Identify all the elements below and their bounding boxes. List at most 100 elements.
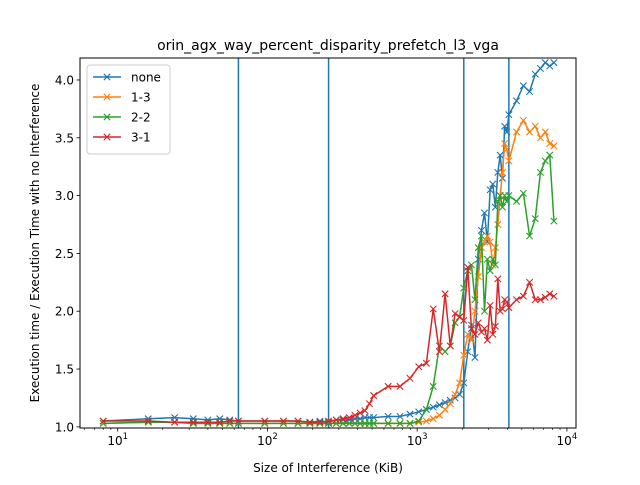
data-point — [546, 290, 554, 298]
data-point — [491, 322, 499, 330]
legend-item: 1-3 — [93, 91, 151, 105]
data-point — [483, 255, 491, 263]
data-point — [446, 400, 454, 408]
data-point — [144, 417, 152, 425]
data-point — [512, 128, 521, 136]
data-point — [474, 319, 482, 327]
legend-label: 1-3 — [131, 91, 151, 105]
data-point — [345, 414, 353, 422]
data-point — [370, 392, 378, 400]
data-point — [365, 400, 374, 408]
y-tick-label: 1.0 — [55, 420, 74, 434]
data-point — [501, 122, 509, 130]
legend-label: none — [131, 71, 161, 85]
data-point — [171, 418, 179, 426]
data-point — [422, 405, 430, 414]
data-point — [429, 403, 437, 411]
data-point — [460, 316, 468, 325]
data-point — [396, 382, 404, 390]
y-axis-label: Execution time / Execution Time with no … — [28, 84, 42, 403]
data-point — [471, 353, 479, 362]
data-point — [279, 417, 288, 425]
legend-item: 2-2 — [93, 111, 151, 125]
data-point — [491, 261, 499, 269]
data-point — [467, 336, 476, 344]
y-tick-label: 3.0 — [55, 189, 74, 203]
data-point — [435, 411, 444, 419]
data-point — [494, 220, 502, 229]
data-point — [546, 139, 554, 148]
data-point — [501, 139, 509, 148]
legend-marker — [103, 113, 111, 121]
legend-marker — [103, 133, 111, 141]
data-point — [429, 382, 437, 390]
data-point — [189, 418, 197, 426]
data-point — [451, 390, 459, 399]
data-point — [370, 419, 378, 427]
legend-label: 2-2 — [131, 111, 151, 125]
legend-item: none — [93, 71, 161, 85]
data-point — [464, 263, 472, 271]
data-point — [550, 142, 558, 150]
data-point — [536, 296, 545, 304]
data-point — [489, 255, 497, 263]
data-point — [406, 374, 414, 382]
data-point — [204, 418, 212, 426]
data-point — [550, 292, 558, 300]
data-point — [483, 336, 491, 344]
data-point — [512, 296, 521, 304]
data-point — [531, 296, 539, 304]
data-point — [261, 417, 269, 425]
data-point — [384, 412, 392, 421]
data-point — [550, 217, 558, 225]
data-point — [525, 278, 534, 286]
legend-box — [86, 64, 171, 155]
y-tick-label: 2.0 — [55, 305, 74, 319]
data-point — [324, 417, 333, 425]
data-point — [356, 409, 364, 417]
data-point — [316, 418, 324, 426]
y-tick-label: 2.5 — [55, 247, 74, 261]
legend-label: 3-1 — [131, 131, 151, 145]
x-axis-label: Size of Interference (KiB) — [253, 461, 403, 475]
legend-item: 3-1 — [93, 131, 151, 145]
data-point — [519, 82, 527, 90]
legend-marker — [103, 93, 111, 101]
data-point — [441, 290, 449, 298]
data-point — [464, 330, 472, 338]
data-point — [446, 342, 454, 350]
legend-marker — [103, 73, 111, 81]
data-point — [505, 111, 513, 119]
data-point — [512, 197, 521, 205]
data-point — [489, 330, 497, 338]
data-point — [541, 157, 549, 165]
data-point — [498, 168, 507, 177]
data-point — [396, 419, 404, 427]
data-point — [541, 59, 549, 67]
data-point — [406, 410, 414, 418]
data-point — [503, 298, 511, 306]
data-point — [494, 275, 502, 283]
data-point — [406, 419, 414, 427]
data-point — [429, 305, 437, 313]
data-point — [525, 128, 534, 136]
data-point — [486, 186, 494, 194]
data-point — [503, 128, 511, 136]
data-point — [519, 116, 527, 125]
data-point — [498, 305, 507, 313]
data-point — [467, 324, 476, 333]
data-point — [480, 209, 489, 217]
data-point — [429, 415, 437, 423]
data-point — [471, 330, 479, 338]
x-tick-label: 104 — [557, 432, 578, 448]
data-point — [415, 418, 423, 426]
data-point — [486, 238, 494, 246]
data-point — [477, 226, 486, 234]
data-point — [505, 304, 513, 312]
data-point — [415, 417, 423, 425]
data-point — [503, 197, 511, 205]
data-point — [306, 418, 314, 426]
data-point — [422, 417, 430, 425]
data-point — [474, 244, 482, 252]
